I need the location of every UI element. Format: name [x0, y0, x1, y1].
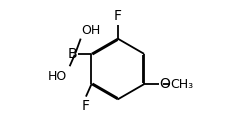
Text: O: O [159, 77, 170, 91]
Text: B: B [67, 47, 77, 61]
Text: OH: OH [81, 24, 100, 37]
Text: CH₃: CH₃ [169, 78, 193, 91]
Text: F: F [113, 9, 121, 23]
Text: HO: HO [47, 70, 67, 83]
Text: F: F [81, 99, 89, 113]
